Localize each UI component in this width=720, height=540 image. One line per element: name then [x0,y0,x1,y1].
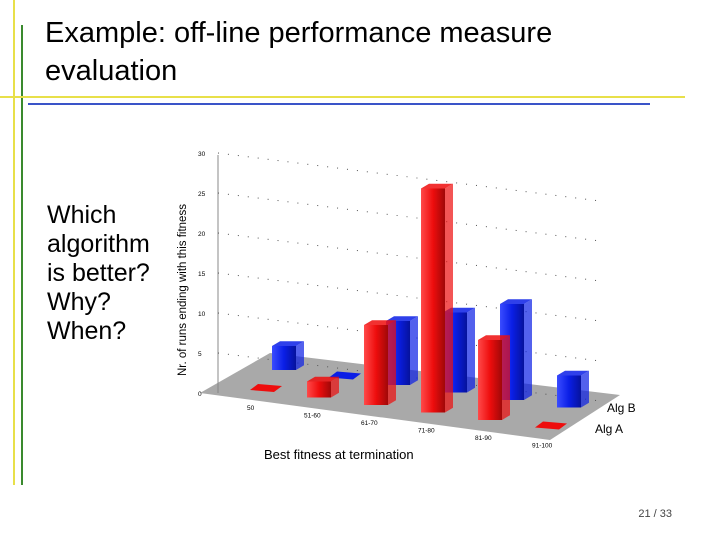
x-tick-label: 81-90 [475,435,492,442]
bar-alg-a-side [331,376,339,398]
question-line: When? [47,317,127,345]
bar-alg-a-side [445,183,453,413]
question-line: Which [47,201,117,229]
grid-line [217,232,601,282]
bar-alg-b-front [272,346,296,370]
bar-alg-b [557,370,589,408]
bar-alg-a [364,320,396,405]
grid-line [217,312,601,362]
bar-alg-b-front [557,375,581,408]
slide-title: Example: off-line performance measure ev… [45,17,553,87]
bar-alg-a-front [478,340,502,420]
grid-line [217,192,601,242]
top-accent-line-yellow [0,96,685,98]
bar-alg-a-top [307,376,339,382]
y-tick-label: 20 [198,231,206,238]
bar-alg-a-side [388,320,396,405]
bar-alg-a [307,376,339,398]
grid-line [217,152,601,202]
grid-line [217,352,601,402]
y-tick-label: 15 [198,271,206,278]
y-axis-label: Nr. of runs ending with this fitness [177,204,189,376]
bar-alg-b-side [296,341,304,370]
bar-alg-a-front [421,188,445,413]
left-accent-line-green [21,25,23,485]
x-tick-label: 61-70 [361,420,378,427]
y-tick-label: 0 [198,391,202,398]
bar-alg-a [421,183,453,413]
bar-alg-a-top [478,335,510,340]
x-axis-label: Best fitness at termination [264,447,414,462]
x-tick-label: 71-80 [418,428,435,435]
question-text: Which algorithm is better? Why? When? [47,201,167,346]
bar-alg-a-flat [535,421,567,430]
bar-alg-b-side [467,307,475,393]
bar-alg-b-top [500,299,532,304]
x-tick-label: 91-100 [532,443,553,450]
bar-alg-a-front [307,381,331,398]
question-line: algorithm [47,230,150,258]
bar-alg-a-top [421,183,453,189]
bar-alg-b [272,341,304,370]
y-tick-label: 25 [198,191,206,198]
x-tick-label: 51-60 [304,413,321,420]
bar-alg-a [478,335,510,420]
chart-floor [200,353,620,440]
y-tick-label: 10 [198,311,206,318]
bar-alg-b-top [557,370,589,376]
bar-alg-b-side [581,370,589,408]
top-accent-line-blue [28,103,650,105]
bar-alg-a-top [364,320,396,325]
bar-alg-a-front [364,325,388,405]
page-number: 21 / 33 [638,508,672,520]
bar-alg-a [535,421,567,430]
bar-alg-b-side [410,316,418,385]
question-line: Why? [47,288,111,316]
y-tick-label: 30 [198,151,206,158]
bar-alg-a-flat [250,384,282,392]
x-tick-label: 50 [247,405,255,412]
left-accent-line-yellow [13,0,15,485]
bar-alg-a [250,384,282,392]
y-tick-label: 5 [198,351,202,358]
question-line: is better? [47,259,150,287]
bar-alg-a-side [502,335,510,420]
bar-alg-b-top [386,316,418,321]
bar-alg-b-top [272,341,304,346]
grid-line [217,272,601,322]
legend-label-alg-a: Alg A [595,422,623,436]
bar-alg-b-side [524,299,532,400]
legend-label-alg-b: Alg B [607,401,636,415]
